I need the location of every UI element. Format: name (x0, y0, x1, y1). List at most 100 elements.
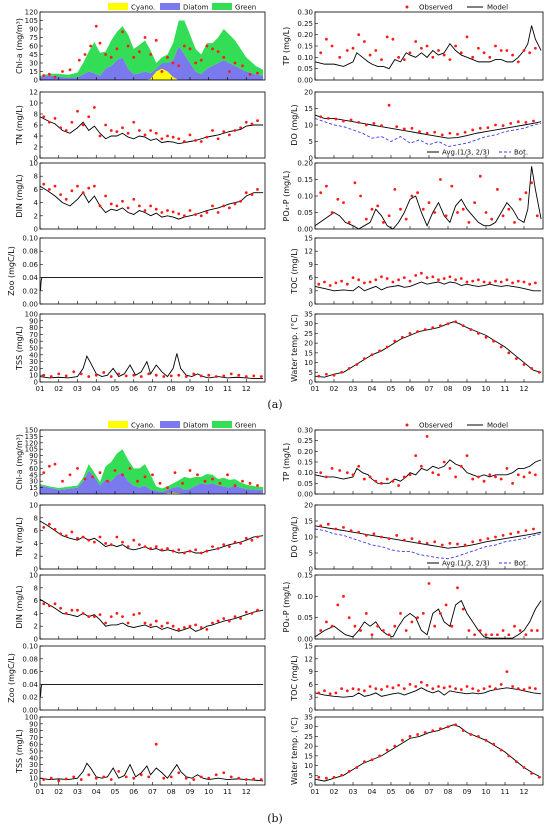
observed-point (410, 537, 414, 540)
observed-point (342, 201, 345, 205)
x-tick-label: 10 (204, 385, 213, 393)
observed-point (516, 473, 520, 477)
y-tick-label: 0.08 (22, 248, 38, 256)
observed-point (507, 754, 511, 758)
observed-point (349, 118, 353, 122)
observed-point (340, 279, 343, 283)
observed-point (250, 538, 254, 542)
observed-point (64, 534, 68, 538)
observed-point (353, 181, 357, 185)
observed-point (534, 281, 537, 285)
observed-point (256, 119, 259, 122)
observed-point (471, 55, 475, 59)
observed-point (368, 475, 372, 479)
y-tick-label: 20 (304, 89, 313, 97)
area-cyano (40, 68, 264, 80)
observed-point (126, 621, 130, 625)
plot-frame (39, 162, 266, 230)
observed-point (205, 549, 209, 553)
y-tick-label: 0.05 (297, 480, 313, 488)
observed-point (380, 688, 383, 691)
observed-point (488, 55, 492, 59)
y-tick-label: 6 (34, 186, 39, 194)
observed-point (256, 535, 259, 539)
observed-point (410, 126, 414, 130)
y-tick-label: 20 (304, 340, 313, 348)
observed-point (89, 44, 93, 48)
observed-point (471, 128, 475, 132)
observed-point (188, 133, 192, 137)
observed-point (166, 209, 169, 212)
observed-point (115, 535, 119, 539)
observed-point (459, 277, 463, 280)
observed-point (437, 49, 440, 52)
legend-swatch-cyano (108, 3, 128, 10)
observed-point (188, 47, 192, 51)
observed-point (147, 775, 151, 779)
observed-point (334, 527, 338, 531)
observed-point (154, 373, 158, 377)
y-tick-label: 105 (25, 446, 38, 454)
observed-point (439, 612, 442, 615)
observed-point (70, 608, 74, 612)
x-tick-label: 06 (406, 385, 415, 393)
observed-point (414, 40, 418, 43)
x-tick-label: 02 (54, 385, 63, 393)
observed-point (516, 60, 520, 64)
observed-point (431, 471, 435, 475)
observed-point (387, 537, 391, 540)
observed-point (218, 481, 222, 485)
legend-label: Diatom (183, 4, 209, 12)
observed-point (137, 50, 141, 54)
y-tick-label: 0.06 (22, 261, 38, 269)
observed-point (42, 182, 46, 186)
observed-point (382, 629, 385, 632)
x-tick-label: 01 (311, 385, 320, 393)
observed-point (410, 620, 414, 624)
observed-point (229, 372, 233, 376)
observed-point (537, 370, 541, 374)
observed-point (250, 612, 254, 615)
observed-point (222, 771, 226, 775)
observed-point (143, 133, 147, 137)
observed-point (507, 633, 511, 637)
observed-point (81, 535, 85, 539)
x-tick-label: 08 (444, 788, 453, 796)
observed-point (325, 620, 328, 624)
series-model (39, 353, 264, 380)
y-axis-label: TOC (mg/L) (290, 655, 299, 702)
y-tick-label: 15 (304, 518, 313, 526)
y-tick-label: 100 (25, 714, 38, 722)
observed-point (76, 109, 79, 113)
x-tick-label: 07 (425, 385, 434, 393)
observed-point (81, 612, 85, 615)
y-tick-label: 8 (34, 173, 38, 181)
observed-point (418, 540, 421, 544)
observed-point (109, 55, 113, 59)
observed-point (421, 612, 425, 615)
observed-point (528, 686, 532, 690)
observed-point (244, 536, 248, 540)
observed-point (442, 460, 446, 464)
y-tick-label: 0.10 (22, 235, 38, 243)
observed-point (87, 538, 91, 542)
observed-point (319, 115, 323, 119)
observed-point (484, 335, 488, 339)
observed-point (70, 189, 74, 193)
y-tick-label: 0.00 (297, 636, 313, 644)
observed-point (359, 629, 362, 632)
y-tick-label: 10 (29, 100, 38, 108)
observed-point (49, 375, 53, 378)
observed-point (433, 130, 437, 134)
observed-point (64, 197, 68, 201)
area-diatom (40, 46, 264, 80)
observed-point (420, 271, 423, 275)
legend-observed-label: Observed (419, 4, 453, 12)
observed-point (317, 775, 321, 779)
observed-point (482, 280, 486, 284)
y-tick-label: 2 (34, 553, 38, 561)
observed-point (477, 689, 480, 693)
observed-point (425, 131, 429, 135)
